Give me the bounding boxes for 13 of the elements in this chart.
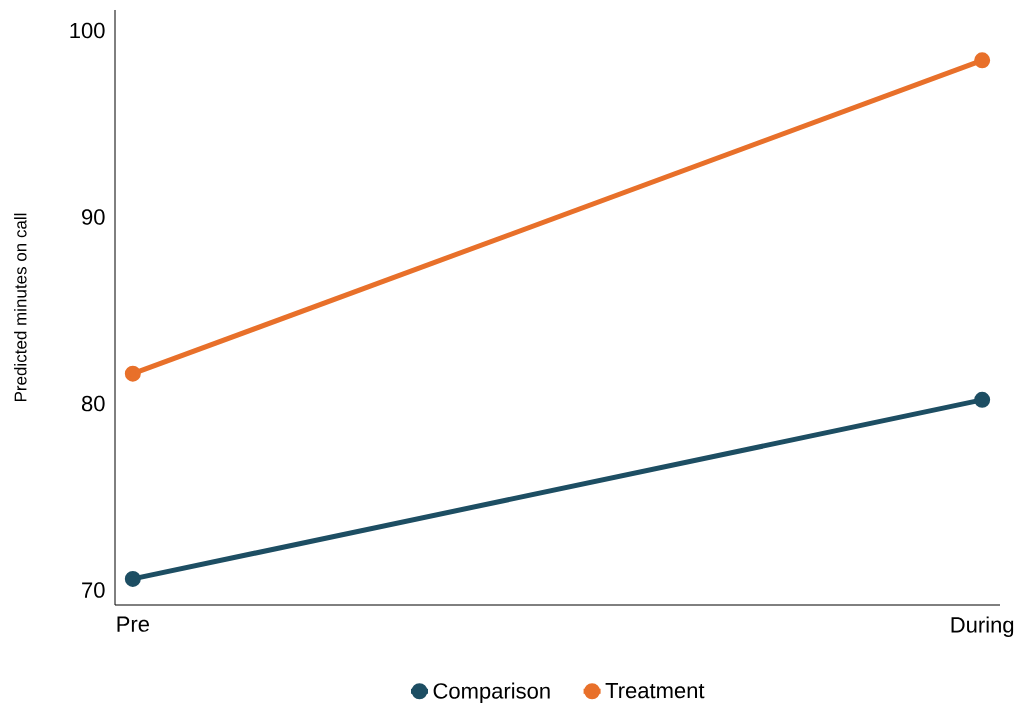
y-tick-label: 90 <box>82 209 105 225</box>
y-tick-label: 70 <box>82 582 105 598</box>
legend-label: Treatment <box>605 682 705 699</box>
point <box>974 391 991 408</box>
x-tick-label: During <box>951 616 1014 638</box>
point <box>974 52 991 69</box>
point <box>124 570 141 587</box>
y-tick-label: 100 <box>70 22 105 39</box>
x-tick-label: Pre <box>117 616 149 632</box>
y-tick-label: 80 <box>81 395 105 412</box>
legend-label: Comparison <box>433 682 550 704</box>
y-axis-title: Predicted minutes on call <box>14 213 27 402</box>
point <box>124 365 141 382</box>
